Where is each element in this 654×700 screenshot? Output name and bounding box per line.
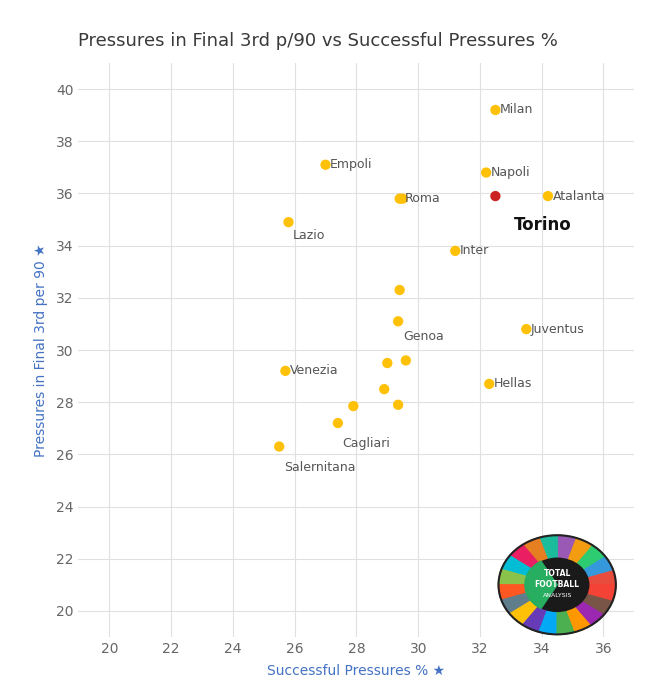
Point: [481, 167, 491, 178]
Text: Roma: Roma: [404, 193, 440, 205]
Wedge shape: [557, 584, 613, 614]
Wedge shape: [557, 584, 576, 634]
Text: Lazio: Lazio: [293, 229, 326, 241]
Text: Cagliari: Cagliari: [343, 438, 390, 450]
Wedge shape: [557, 545, 605, 584]
Wedge shape: [557, 584, 605, 625]
Wedge shape: [557, 556, 613, 584]
Text: FOOTBALL: FOOTBALL: [535, 580, 579, 589]
Point: [484, 378, 494, 389]
Point: [521, 323, 532, 335]
Wedge shape: [525, 561, 557, 608]
Wedge shape: [523, 538, 557, 584]
Point: [394, 193, 405, 204]
Text: Venezia: Venezia: [290, 365, 339, 377]
Text: Atalanta: Atalanta: [553, 190, 605, 202]
Point: [401, 355, 411, 366]
Point: [382, 358, 392, 369]
Text: Napoli: Napoli: [490, 166, 530, 179]
Wedge shape: [557, 536, 576, 584]
Point: [283, 216, 294, 228]
Point: [320, 159, 331, 170]
Wedge shape: [498, 584, 557, 600]
Wedge shape: [498, 570, 557, 584]
Wedge shape: [539, 584, 557, 634]
Wedge shape: [557, 538, 592, 584]
Wedge shape: [509, 584, 557, 625]
Point: [450, 245, 460, 256]
Point: [398, 193, 408, 204]
Wedge shape: [502, 556, 557, 584]
Point: [543, 190, 553, 202]
Text: Pressures in Final 3rd p/90 vs Successful Pressures %: Pressures in Final 3rd p/90 vs Successfu…: [78, 32, 559, 50]
Point: [394, 284, 405, 295]
Point: [490, 190, 501, 202]
Point: [280, 365, 290, 377]
Point: [274, 441, 284, 452]
Text: Milan: Milan: [500, 104, 534, 116]
Point: [348, 400, 358, 412]
Circle shape: [525, 558, 589, 612]
Wedge shape: [502, 584, 557, 614]
Wedge shape: [557, 570, 616, 584]
Text: Empoli: Empoli: [330, 158, 373, 172]
Point: [393, 399, 404, 410]
Text: Salernitana: Salernitana: [284, 461, 355, 474]
Text: Juventus: Juventus: [531, 323, 585, 335]
Point: [379, 384, 389, 395]
Wedge shape: [509, 545, 557, 584]
Wedge shape: [557, 584, 616, 600]
Y-axis label: Pressures in Final 3rd per 90 ★: Pressures in Final 3rd per 90 ★: [33, 243, 48, 457]
X-axis label: Successful Pressures % ★: Successful Pressures % ★: [267, 664, 445, 678]
Point: [393, 316, 404, 327]
Wedge shape: [539, 536, 557, 584]
Text: Hellas: Hellas: [494, 377, 532, 391]
Wedge shape: [557, 584, 592, 632]
Text: ANALYSIS: ANALYSIS: [542, 593, 572, 598]
Text: Torino: Torino: [514, 216, 572, 234]
Point: [333, 417, 343, 428]
Wedge shape: [523, 584, 557, 632]
Text: Genoa: Genoa: [403, 330, 443, 344]
Text: Inter: Inter: [460, 244, 489, 258]
Point: [490, 104, 501, 116]
Text: TOTAL: TOTAL: [543, 569, 571, 578]
